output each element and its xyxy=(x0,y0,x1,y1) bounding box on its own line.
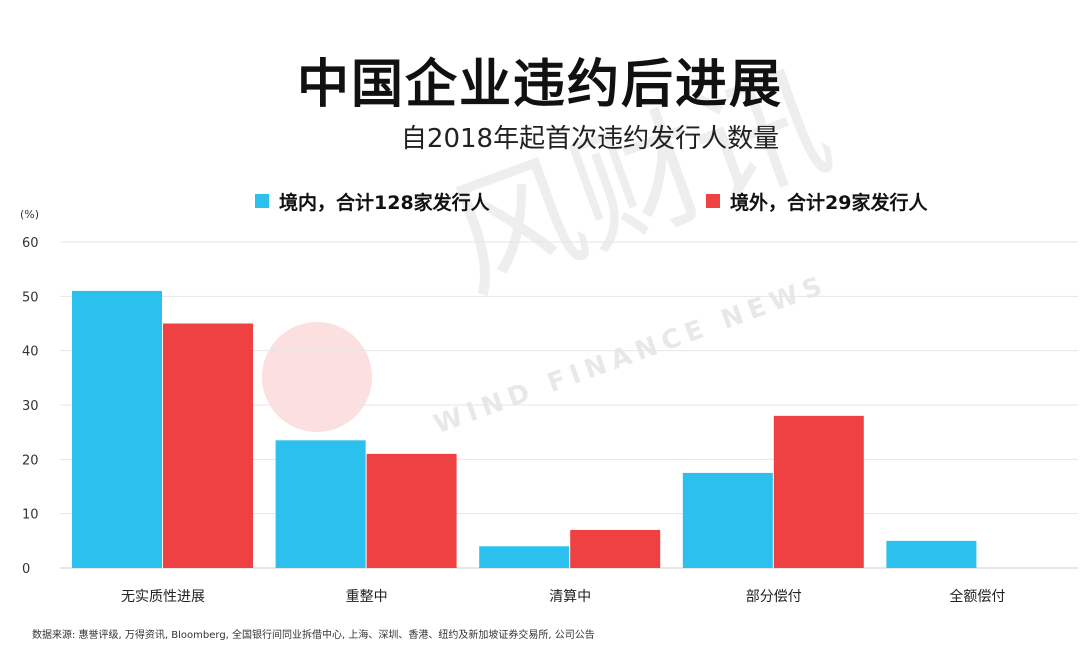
y-tick-label: 30 xyxy=(22,399,39,414)
y-tick-label: 0 xyxy=(22,562,30,577)
x-tick-label: 重整中 xyxy=(346,589,388,605)
legend-item-domestic: 境内，合计128家发行人 xyxy=(255,186,490,216)
y-tick-label: 50 xyxy=(22,290,39,305)
legend-swatch-domestic xyxy=(255,194,269,208)
legend-label-overseas: 境外，合计29家发行人 xyxy=(730,191,928,214)
watermark-logo xyxy=(262,322,372,432)
chart-subtitle: 自2018年起首次违约发行人数量 xyxy=(400,124,780,154)
bar-domestic xyxy=(886,540,977,568)
legend-swatch-overseas xyxy=(706,194,720,208)
bar-overseas xyxy=(163,323,253,568)
y-axis-unit-label: (%) xyxy=(20,208,39,221)
bar-overseas xyxy=(570,529,661,568)
legend-label-domestic: 境内，合计128家发行人 xyxy=(279,191,490,214)
bar-overseas xyxy=(366,453,457,568)
source-note: 数据来源: 惠誉评级, 万得资讯, Bloomberg, 全国银行间同业拆借中心… xyxy=(32,630,595,641)
x-tick-label: 部分偿付 xyxy=(746,589,802,605)
y-tick-label: 10 xyxy=(22,508,39,523)
bar-domestic xyxy=(275,440,366,568)
bar-domestic xyxy=(682,472,773,568)
chart-title: 中国企业违约后进展 xyxy=(296,55,783,115)
legend-item-overseas: 境外，合计29家发行人 xyxy=(706,186,927,216)
bar-overseas xyxy=(773,415,864,568)
y-tick-label: 40 xyxy=(22,345,39,360)
bar-domestic xyxy=(479,546,570,568)
bar-domestic xyxy=(72,290,162,568)
x-tick-label: 清算中 xyxy=(549,589,591,605)
y-tick-label: 60 xyxy=(22,236,39,251)
y-tick-label: 20 xyxy=(22,453,39,468)
x-tick-label: 无实质性进展 xyxy=(121,589,205,605)
x-tick-label: 全额偿付 xyxy=(949,588,1005,605)
